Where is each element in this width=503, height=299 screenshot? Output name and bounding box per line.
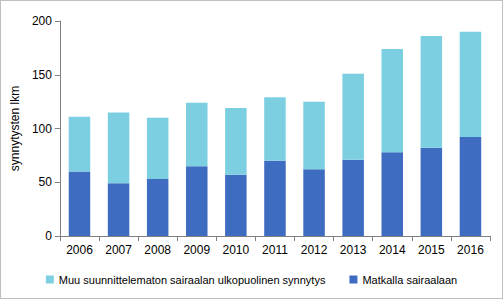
svg-text:100: 100 (32, 122, 52, 136)
svg-text:2008: 2008 (144, 243, 171, 257)
svg-text:0: 0 (45, 229, 52, 243)
svg-text:2016: 2016 (457, 243, 484, 257)
svg-text:Muu suunnittelematon sairaalan: Muu suunnittelematon sairaalan ulkopuoli… (59, 274, 326, 286)
svg-text:Matkalla sairaalaan: Matkalla sairaalaan (362, 274, 457, 286)
svg-text:50: 50 (39, 175, 53, 189)
svg-text:synnytysten lkm: synnytysten lkm (8, 86, 22, 171)
svg-text:200: 200 (32, 14, 52, 28)
svg-text:2012: 2012 (301, 243, 328, 257)
svg-text:2013: 2013 (340, 243, 367, 257)
svg-text:2011: 2011 (262, 243, 288, 257)
svg-text:2006: 2006 (66, 243, 93, 257)
svg-text:2014: 2014 (379, 243, 406, 257)
svg-text:2009: 2009 (183, 243, 210, 257)
svg-text:150: 150 (32, 68, 52, 82)
svg-text:2007: 2007 (105, 243, 132, 257)
svg-text:2015: 2015 (418, 243, 445, 257)
svg-text:2010: 2010 (223, 243, 250, 257)
